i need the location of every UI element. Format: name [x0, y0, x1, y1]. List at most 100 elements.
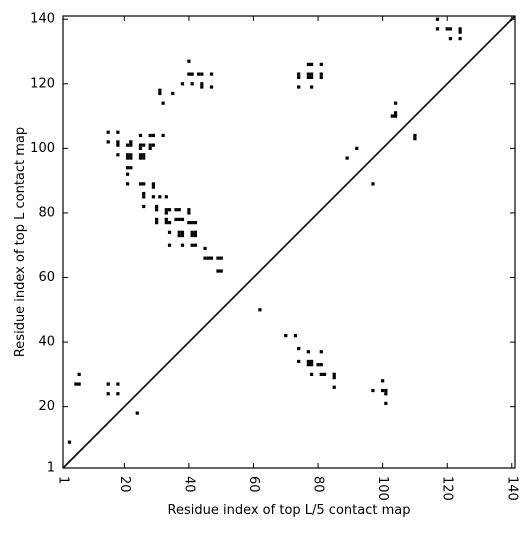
x-tick-label: 140	[504, 476, 519, 501]
data-point	[322, 372, 327, 376]
data-point	[135, 411, 139, 415]
data-point	[309, 75, 314, 79]
data-points	[67, 17, 462, 444]
x-axis-label: Residue index of top L/5 contact map	[168, 503, 411, 518]
data-point	[209, 256, 214, 260]
data-point	[158, 88, 162, 92]
data-point	[458, 27, 462, 31]
data-point	[151, 143, 156, 147]
data-point	[161, 101, 165, 105]
data-point	[129, 153, 133, 157]
data-point	[190, 243, 194, 247]
data-point	[142, 204, 146, 209]
data-point	[316, 363, 320, 367]
data-point	[309, 363, 314, 367]
data-point	[138, 146, 143, 150]
y-tick-label: 1	[47, 461, 55, 476]
data-point	[200, 82, 204, 86]
data-point	[200, 85, 204, 89]
data-point	[142, 143, 146, 147]
data-point	[190, 230, 194, 234]
data-point	[393, 101, 398, 105]
data-point	[167, 230, 172, 234]
data-point	[448, 27, 453, 31]
data-point	[193, 233, 197, 238]
data-point	[138, 153, 143, 157]
data-point	[393, 111, 398, 115]
data-point	[190, 72, 194, 76]
data-point	[306, 359, 310, 364]
y-tick-label: 40	[38, 335, 55, 350]
data-point	[319, 363, 323, 367]
data-point	[180, 233, 185, 238]
data-point	[190, 233, 194, 238]
data-point	[390, 114, 394, 118]
data-point	[309, 359, 314, 364]
data-point	[116, 140, 120, 144]
data-point	[164, 217, 168, 222]
data-point	[151, 182, 156, 186]
x-tick-label: 120	[440, 476, 455, 501]
data-point	[309, 372, 314, 376]
data-point	[167, 243, 172, 247]
data-point	[77, 382, 81, 386]
data-point	[345, 156, 349, 160]
data-point	[125, 156, 130, 160]
data-point	[297, 359, 301, 364]
data-point	[151, 195, 156, 199]
data-point	[306, 75, 310, 79]
x-tick-label: 1	[56, 476, 71, 484]
data-point	[177, 217, 181, 222]
data-point	[196, 72, 201, 76]
data-point	[371, 182, 375, 186]
data-point	[129, 140, 133, 144]
data-point	[151, 185, 156, 189]
data-point	[297, 85, 301, 89]
x-tick-label: 80	[311, 476, 326, 493]
data-point	[435, 17, 440, 21]
data-point	[332, 375, 336, 380]
data-point	[138, 133, 143, 138]
data-point	[355, 146, 359, 150]
plot-frame	[62, 15, 516, 469]
data-point	[306, 62, 310, 67]
data-point	[167, 221, 172, 225]
data-point	[445, 27, 449, 31]
data-point	[106, 140, 110, 144]
data-point	[193, 243, 197, 247]
data-point	[116, 130, 120, 134]
data-point	[297, 72, 301, 76]
data-point	[155, 208, 159, 212]
data-point	[116, 143, 120, 147]
data-point	[381, 379, 385, 383]
data-point	[187, 211, 191, 215]
data-point	[216, 269, 220, 273]
data-point	[106, 392, 110, 396]
data-point	[332, 372, 336, 376]
data-point	[148, 146, 152, 150]
data-point	[448, 36, 453, 41]
data-point	[116, 392, 120, 396]
data-point	[190, 221, 194, 225]
y-tick-label: 120	[30, 76, 55, 91]
data-point	[187, 72, 191, 76]
data-point	[180, 243, 185, 247]
data-point	[381, 388, 385, 393]
data-point	[435, 27, 440, 31]
data-point	[297, 346, 301, 351]
data-point	[77, 372, 81, 376]
data-point	[284, 334, 288, 338]
data-point	[371, 388, 375, 393]
data-point	[155, 221, 159, 225]
data-point	[319, 372, 323, 376]
x-tick-label: 60	[246, 476, 261, 493]
data-point	[319, 75, 323, 79]
data-point	[200, 72, 204, 76]
data-point	[384, 388, 388, 393]
data-point	[164, 208, 168, 212]
data-point	[155, 217, 159, 222]
data-point	[413, 137, 417, 141]
y-tick-label: 100	[30, 141, 55, 156]
data-point	[258, 308, 262, 312]
